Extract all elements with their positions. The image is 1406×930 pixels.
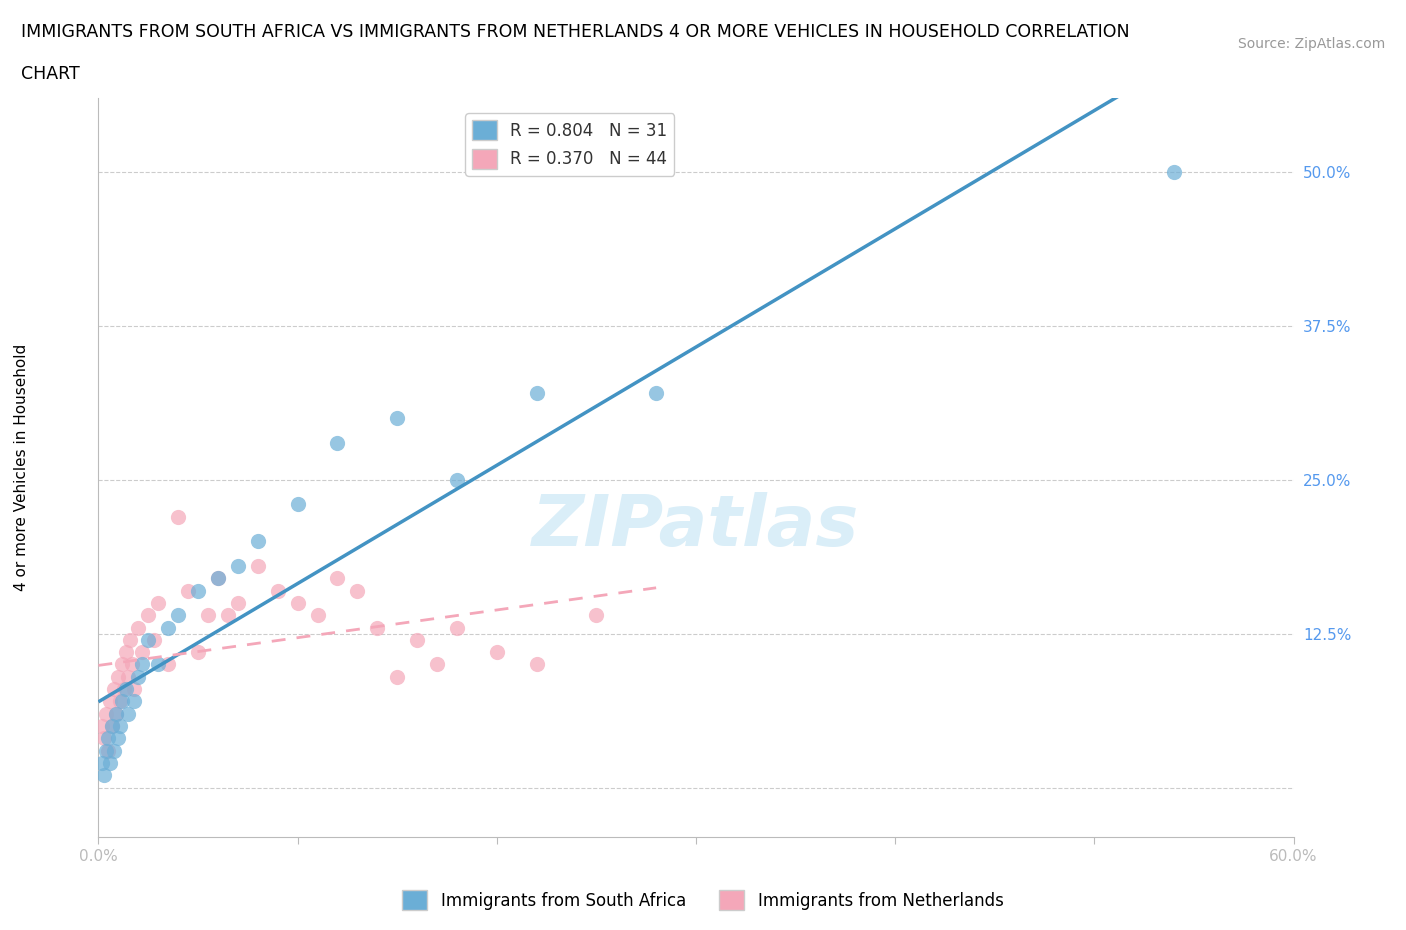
Point (107, 670, 129, 684)
Point (246, 534, 269, 549)
Point (526, 657, 548, 671)
Point (645, 386, 668, 401)
Point (426, 657, 449, 671)
Legend: R = 0.804   N = 31, R = 0.370   N = 44: R = 0.804 N = 31, R = 0.370 N = 44 (465, 113, 673, 176)
Text: CHART: CHART (21, 65, 80, 83)
Text: IMMIGRANTS FROM SOUTH AFRICA VS IMMIGRANTS FROM NETHERLANDS 4 OR MORE VEHICLES I: IMMIGRANTS FROM SOUTH AFRICA VS IMMIGRAN… (21, 23, 1129, 41)
Point (157, 657, 180, 671)
Point (103, 743, 125, 758)
Y-axis label: 4 or more Vehicles in Household: 4 or more Vehicles in Household (14, 344, 30, 591)
Point (97, 743, 120, 758)
Point (526, 386, 548, 401)
Point (346, 583, 368, 598)
Point (326, 571, 349, 586)
Point (177, 583, 200, 598)
Point (117, 670, 139, 684)
Point (585, 608, 607, 623)
Point (98, 694, 122, 709)
Point (96, 707, 118, 722)
Point (101, 719, 124, 734)
Point (131, 644, 153, 659)
Point (96, 743, 118, 758)
Point (111, 657, 134, 671)
Point (112, 682, 135, 697)
Point (115, 644, 138, 659)
Point (103, 682, 125, 697)
Point (115, 682, 138, 697)
Point (136, 608, 159, 623)
Point (124, 682, 146, 697)
Point (93, 768, 115, 783)
Point (385, 670, 409, 684)
Point (93, 731, 115, 746)
Point (226, 558, 249, 573)
Point (366, 620, 388, 635)
Point (485, 644, 508, 659)
Point (287, 497, 309, 512)
Point (143, 632, 166, 647)
Point (107, 731, 129, 746)
Point (120, 632, 142, 647)
Point (267, 583, 290, 598)
Point (406, 632, 429, 647)
Point (207, 571, 229, 586)
Point (121, 657, 143, 671)
Point (111, 694, 134, 709)
Point (131, 657, 153, 671)
Point (97, 731, 120, 746)
Point (287, 595, 309, 610)
Text: Source: ZipAtlas.com: Source: ZipAtlas.com (1237, 37, 1385, 51)
Point (1163, 164, 1185, 179)
Point (226, 595, 249, 610)
Point (207, 571, 229, 586)
Point (91, 719, 114, 734)
Point (136, 632, 159, 647)
Point (167, 608, 190, 623)
Point (446, 620, 468, 635)
Point (385, 411, 409, 426)
Point (117, 707, 139, 722)
Point (127, 670, 149, 684)
Point (197, 608, 219, 623)
Point (110, 719, 132, 734)
Point (246, 558, 269, 573)
Point (217, 608, 239, 623)
Point (91, 755, 114, 770)
Point (187, 644, 209, 659)
Point (127, 620, 149, 635)
Point (148, 595, 170, 610)
Point (105, 707, 128, 722)
Point (110, 694, 132, 709)
Point (124, 694, 146, 709)
Point (98, 755, 122, 770)
Point (167, 510, 190, 525)
Point (446, 472, 468, 487)
Point (187, 583, 209, 598)
Point (105, 707, 128, 722)
Point (326, 435, 349, 450)
Point (307, 608, 329, 623)
Point (148, 657, 170, 671)
Point (101, 719, 124, 734)
Point (157, 620, 180, 635)
Text: ZIPatlas: ZIPatlas (533, 492, 859, 561)
Legend: Immigrants from South Africa, Immigrants from Netherlands: Immigrants from South Africa, Immigrants… (395, 884, 1011, 917)
